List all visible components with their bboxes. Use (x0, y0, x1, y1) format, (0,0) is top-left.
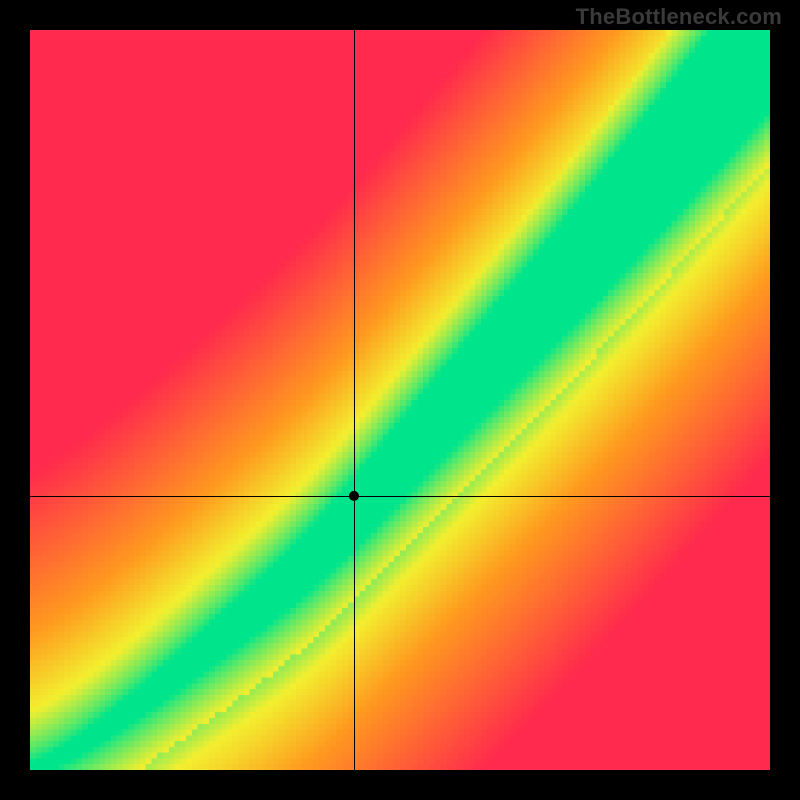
chart-container: TheBottleneck.com (0, 0, 800, 800)
watermark-text: TheBottleneck.com (576, 4, 782, 30)
crosshair-overlay (30, 30, 770, 770)
